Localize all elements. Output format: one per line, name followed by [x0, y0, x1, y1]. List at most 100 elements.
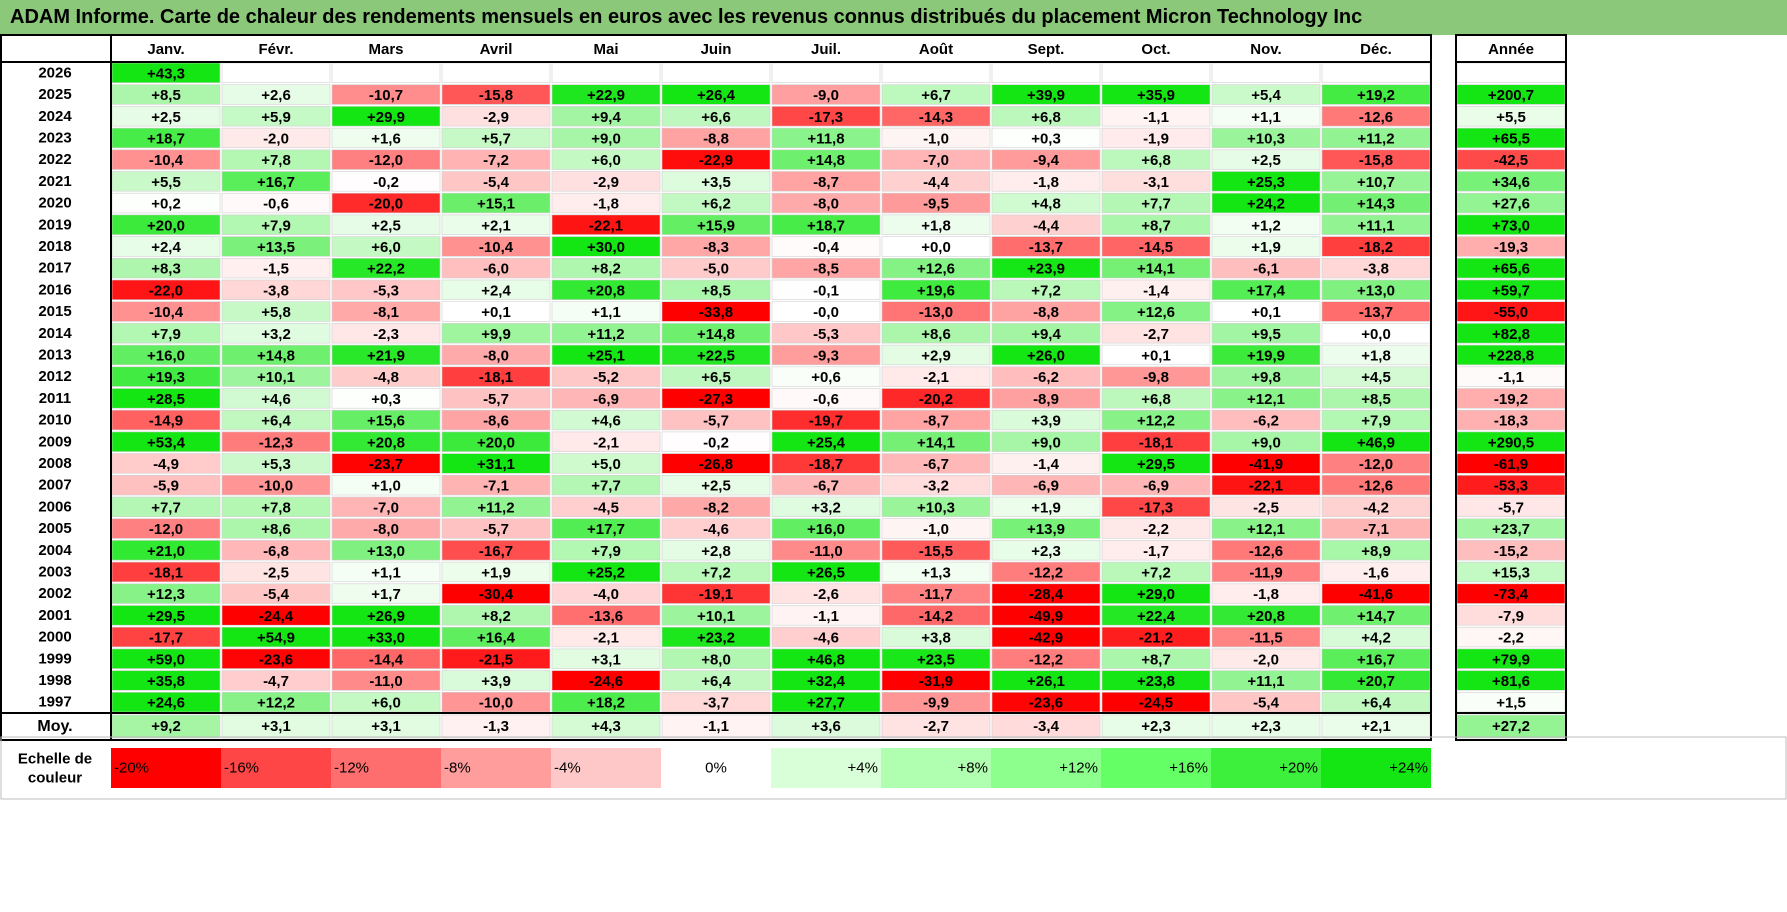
average-value: +9,2: [151, 718, 181, 735]
cell-value: +9,4: [1031, 326, 1061, 343]
heatmap-cell: [1211, 453, 1321, 474]
heatmap-cell: [551, 214, 661, 235]
cell-value: -8,0: [813, 196, 839, 213]
heatmap-cell: [441, 62, 551, 84]
cell-value: -6,9: [593, 391, 619, 408]
heatmap-cell: [881, 583, 991, 604]
cell-value: +6,8: [1141, 391, 1171, 408]
cell-value: +7,8: [261, 152, 291, 169]
cell-value: +5,7: [481, 130, 511, 147]
average-cell: [881, 714, 991, 739]
cell-value: -12,6: [1359, 478, 1393, 495]
heatmap-cell: [881, 301, 991, 322]
month-header: Janv.: [147, 41, 184, 58]
cell-value: +8,5: [1361, 391, 1391, 408]
year-label: 2003: [38, 563, 71, 580]
cell-value: +24,6: [147, 695, 185, 712]
heatmap-cell: [221, 301, 331, 322]
cell-value: +10,1: [697, 608, 735, 625]
heatmap-cell: [331, 583, 441, 604]
heatmap-cell: [1101, 474, 1211, 496]
cell-value: +7,8: [261, 499, 291, 516]
cell-value: -5,3: [373, 282, 399, 299]
heatmap-cell: [1211, 648, 1321, 669]
annual-value: +290,5: [1488, 434, 1534, 451]
cell-value: +0,0: [921, 239, 951, 256]
heatmap-cell: [551, 171, 661, 192]
cell-value: -3,8: [1363, 261, 1389, 278]
cell-value: -14,3: [919, 109, 953, 126]
cell-value: -7,1: [483, 478, 509, 495]
cell-value: +7,9: [591, 543, 621, 560]
heatmap-cell: [661, 301, 771, 322]
heatmap-cell: [1211, 301, 1321, 322]
cell-value: -5,9: [153, 478, 179, 495]
average-value: -3,4: [1033, 718, 1060, 735]
heatmap-cell: [221, 84, 331, 105]
cell-value: -10,0: [479, 695, 513, 712]
cell-value: +5,0: [591, 456, 621, 473]
cell-value: +7,2: [1031, 282, 1061, 299]
heatmap-cell: [441, 149, 551, 170]
cell-value: -1,4: [1143, 282, 1170, 299]
heatmap-cell: [331, 648, 441, 669]
cell-value: -1,6: [1363, 564, 1389, 581]
heatmap-cell: [441, 496, 551, 518]
cell-value: -49,9: [1029, 608, 1063, 625]
heatmap-cell: [881, 344, 991, 366]
cell-value: +8,5: [701, 282, 731, 299]
cell-value: -23,7: [369, 456, 403, 473]
cell-value: +6,8: [1031, 109, 1061, 126]
cell-value: -28,4: [1029, 586, 1064, 603]
cell-value: +1,1: [1251, 109, 1281, 126]
cell-value: +5,8: [261, 304, 291, 321]
cell-value: +14,1: [1137, 261, 1175, 278]
heatmap-cell: [331, 388, 441, 409]
average-cell: [551, 714, 661, 739]
cell-value: -0,0: [813, 304, 839, 321]
scale-stop-label: +4%: [848, 760, 878, 777]
heatmap-cell: [551, 344, 661, 366]
cell-value: +14,8: [257, 347, 295, 364]
cell-value: +4,6: [591, 413, 621, 430]
cell-value: +6,0: [591, 152, 621, 169]
heatmap-cell: [1211, 214, 1321, 235]
cell-value: +25,3: [1247, 174, 1285, 191]
cell-value: +7,9: [151, 326, 181, 343]
heatmap-cell: [331, 409, 441, 431]
average-cell: [221, 714, 331, 739]
cell-value: -22,1: [589, 217, 623, 234]
heatmap-cell: [331, 670, 441, 691]
cell-value: +16,0: [807, 521, 845, 538]
cell-value: +3,1: [591, 651, 621, 668]
heatmap-cell: [1211, 561, 1321, 583]
cell-value: +1,9: [1251, 239, 1281, 256]
cell-value: +3,2: [261, 326, 291, 343]
heatmap-cell: [221, 496, 331, 518]
cell-value: +27,7: [807, 695, 845, 712]
heatmap-cell: [1211, 149, 1321, 170]
heatmap-cell: [991, 648, 1101, 669]
cell-value: +19,9: [1247, 347, 1285, 364]
cell-value: -4,7: [263, 673, 289, 690]
cell-value: -4,8: [373, 369, 399, 386]
cell-value: -9,8: [1143, 369, 1169, 386]
cell-value: -16,7: [479, 543, 513, 560]
cell-value: -3,8: [263, 282, 289, 299]
cell-value: -4,4: [923, 174, 950, 191]
heatmap-cell: [551, 301, 661, 322]
heatmap-cell: [881, 84, 991, 105]
average-value: +3,6: [811, 718, 841, 735]
cell-value: +30,0: [587, 239, 625, 256]
heatmap-cell: [1211, 409, 1321, 431]
scale-frame: [0, 736, 1787, 800]
heatmap-cell: [881, 453, 991, 474]
cell-value: -9,3: [813, 347, 839, 364]
heatmap-cell: [661, 388, 771, 409]
heatmap-cell: [221, 388, 331, 409]
cell-value: +2,5: [371, 217, 401, 234]
average-value: +2,3: [1141, 718, 1171, 735]
cell-value: +53,4: [147, 434, 186, 451]
cell-value: +2,1: [481, 217, 511, 234]
heatmap-cell: [221, 474, 331, 496]
